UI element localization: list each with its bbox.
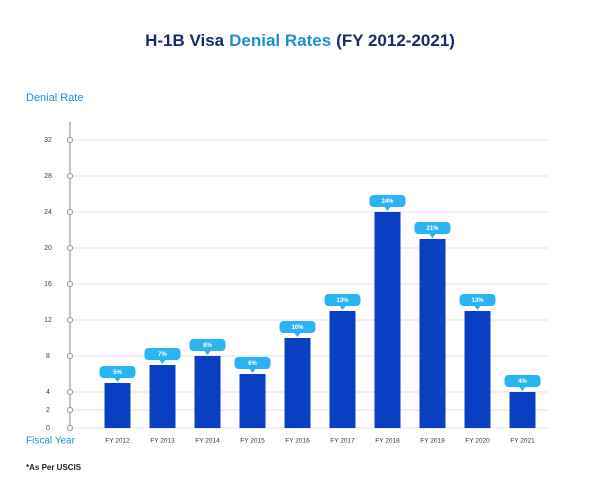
x-tick-label: FY 2017 (330, 438, 355, 445)
value-label: 5% (113, 370, 122, 376)
value-label-bubble (459, 294, 496, 310)
bar (149, 365, 176, 428)
tick-mark (66, 406, 74, 414)
chart-title: H-1B Visa Denial Rates (FY 2012-2021) (145, 31, 455, 50)
x-tick-label: FY 2014 (195, 438, 220, 445)
value-label: 13% (336, 298, 349, 304)
value-label: 24% (381, 199, 394, 205)
value-label-bubble (369, 195, 406, 211)
value-label-bubble (324, 294, 361, 310)
value-label: 10% (291, 325, 304, 331)
value-label: 13% (471, 298, 484, 304)
x-tick-label: FY 2013 (150, 438, 175, 445)
bar (419, 239, 446, 428)
bar (104, 383, 131, 428)
bar (464, 311, 491, 428)
value-label: 4% (518, 379, 527, 385)
bar (374, 212, 401, 428)
value-label-bubble (414, 222, 451, 238)
tick-mark (66, 316, 74, 324)
title-part: (FY 2012-2021) (336, 31, 455, 50)
y-axis-label: Denial Rate (26, 92, 83, 104)
tick-mark (66, 244, 74, 252)
title-part: H-1B Visa (145, 31, 225, 50)
footnote: *As Per USCIS (26, 463, 82, 472)
y-tick-label: 32 (44, 137, 52, 144)
tick-mark (66, 352, 74, 360)
tick-mark (66, 172, 74, 180)
value-label: 6% (248, 361, 257, 367)
y-tick-label: 8 (46, 353, 50, 360)
tick-mark (66, 136, 74, 144)
x-tick-label: FY 2019 (420, 438, 445, 445)
title-part: Denial Rates (229, 31, 331, 50)
tick-mark (66, 424, 74, 432)
bar (239, 374, 266, 428)
y-tick-label: 4 (46, 389, 50, 396)
value-label: 21% (426, 226, 439, 232)
value-label-bubble (279, 321, 316, 337)
y-tick-label: 0 (46, 425, 50, 432)
tick-mark (66, 388, 74, 396)
x-tick-label: FY 2016 (285, 438, 310, 445)
value-label: 8% (203, 343, 212, 349)
y-tick-label: 16 (44, 281, 52, 288)
tick-mark (66, 280, 74, 288)
value-label-bubble (234, 357, 271, 373)
x-axis-label: Fiscal Year (26, 436, 76, 447)
value-label: 7% (158, 352, 167, 358)
x-tick-label: FY 2021 (510, 438, 535, 445)
y-tick-label: 20 (44, 245, 52, 252)
x-tick-label: FY 2015 (240, 438, 265, 445)
value-label-bubble (144, 348, 181, 364)
x-tick-label: FY 2020 (465, 438, 490, 445)
y-tick-label: 28 (44, 173, 52, 180)
value-label-bubble (99, 366, 136, 382)
y-tick-label: 24 (44, 209, 52, 216)
tick-mark (66, 208, 74, 216)
bar (509, 392, 536, 428)
y-tick-label: 12 (44, 317, 52, 324)
value-label-bubble (189, 339, 226, 355)
bar (284, 338, 311, 428)
bar (194, 356, 221, 428)
bar (329, 311, 356, 428)
x-tick-label: FY 2012 (105, 438, 130, 445)
x-tick-label: FY 2018 (375, 438, 400, 445)
y-tick-label: 2 (46, 407, 50, 414)
value-label-bubble (504, 375, 541, 391)
